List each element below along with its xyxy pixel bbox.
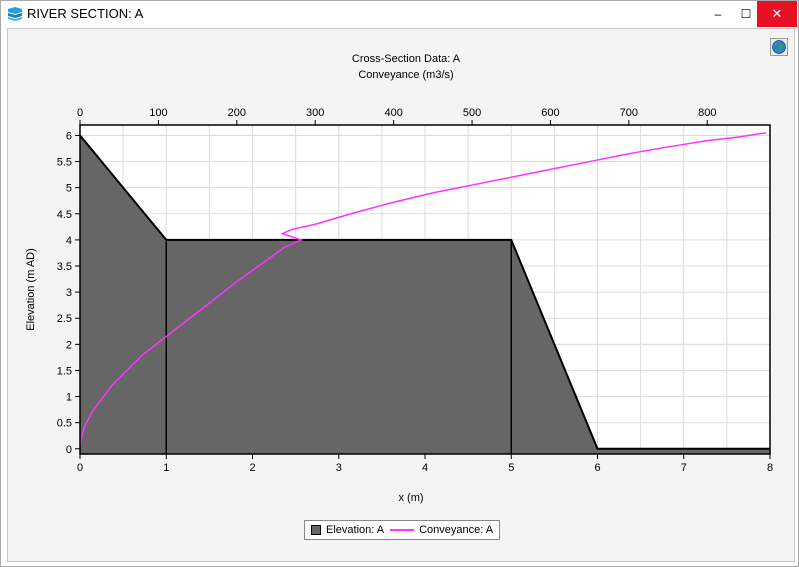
window-title: RIVER SECTION: A <box>27 6 144 21</box>
x-tick-label: 5 <box>508 462 514 474</box>
x2-tick-label: 300 <box>306 107 324 119</box>
x-tick-label: 8 <box>767 462 773 474</box>
y-tick-label: 4.5 <box>57 209 72 221</box>
chart-legend: Elevation: A Conveyance: A <box>304 520 501 540</box>
y-tick-label: 4 <box>66 235 72 247</box>
maximize-icon: ☐ <box>740 7 752 21</box>
x2-tick-label: 200 <box>228 107 246 119</box>
elevation-swatch <box>311 525 321 535</box>
x2-tick-label: 100 <box>149 107 167 119</box>
conveyance-line <box>79 132 767 444</box>
cross-section-chart: 0 1 2 3 4 5 6 7 8 0 100 200 300 400 500 600 700 800 0 0.5 1 1… <box>25 53 773 504</box>
x2-tick-label: 600 <box>541 107 559 119</box>
conveyance-swatch <box>390 529 415 531</box>
legend-item-conveyance[interactable]: Conveyance: A <box>390 524 493 536</box>
x-tick-label: 2 <box>249 462 255 474</box>
y-tick-label: 5.5 <box>57 157 72 169</box>
maximize-button[interactable]: ☐ <box>731 1 761 27</box>
x2-axis-label: Conveyance (m3/s) <box>358 69 453 81</box>
title-bar[interactable]: RIVER SECTION: A – ☐ ✕ <box>1 1 798 27</box>
chart-panel: 0 1 2 3 4 5 6 7 8 0 100 200 300 400 500 600 700 800 0 0.5 1 1… <box>7 28 795 562</box>
legend-item-elevation[interactable]: Elevation: A <box>311 524 384 536</box>
y-tick-label: 5 <box>66 183 72 195</box>
elevation-area <box>80 135 770 454</box>
x-tick-label: 4 <box>422 462 428 474</box>
x2-tick-label: 700 <box>620 107 638 119</box>
y-tick-label: 1.5 <box>57 365 72 377</box>
y-tick-label: 6 <box>66 130 72 142</box>
y-tick-label: 3 <box>66 287 72 299</box>
app-icon <box>8 7 22 21</box>
x-tick-label: 6 <box>594 462 600 474</box>
globe-icon <box>772 40 786 54</box>
y-tick-label: 1 <box>66 392 72 404</box>
y-tick-label: 2.5 <box>57 313 72 325</box>
y-tick-label: 0.5 <box>57 418 72 430</box>
x2-tick-label: 500 <box>463 107 481 119</box>
x-axis-label: x (m) <box>398 492 423 504</box>
chart-title: Cross-Section Data: A <box>352 53 461 65</box>
minimize-button[interactable]: – <box>703 1 733 27</box>
y-tick-label: 2 <box>66 339 72 351</box>
y-tick-label: 0 <box>66 444 72 456</box>
close-button[interactable]: ✕ <box>757 1 797 27</box>
y-tick-label: 3.5 <box>57 261 72 273</box>
x-tick-label: 3 <box>336 462 342 474</box>
y-axis-label: Elevation (m AD) <box>25 248 37 331</box>
x-tick-label: 0 <box>77 462 83 474</box>
x2-tick-label: 800 <box>698 107 716 119</box>
x2-tick-label: 0 <box>77 107 83 119</box>
close-icon: ✕ <box>771 6 783 21</box>
x-tick-label: 1 <box>163 462 169 474</box>
legend-label-elevation: Elevation: A <box>326 524 385 536</box>
legend-label-conveyance: Conveyance: A <box>419 524 494 536</box>
x-tick-label: 7 <box>681 462 687 474</box>
x2-tick-label: 400 <box>384 107 402 119</box>
minimize-icon: – <box>714 7 722 21</box>
globe-button[interactable] <box>770 38 788 56</box>
